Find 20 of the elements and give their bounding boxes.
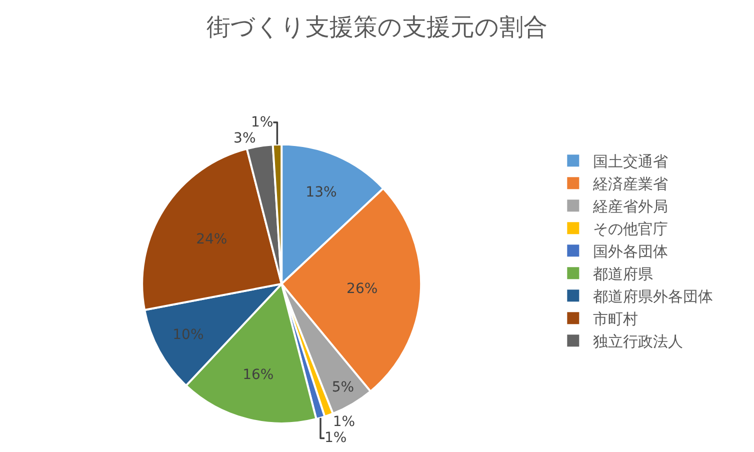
legend-label: 都道府県 <box>593 265 654 283</box>
legend-label: その他官庁 <box>593 220 668 238</box>
data-label: 10% <box>172 327 204 344</box>
legend-label: 国外各団体 <box>593 242 668 260</box>
data-label: 16% <box>242 367 274 384</box>
data-label: 13% <box>306 184 337 200</box>
data-label: 3% <box>234 130 256 146</box>
legend-label: 国土交通省 <box>593 152 668 170</box>
legend-label: 経済産業省 <box>592 175 668 193</box>
legend-label: 経産省外局 <box>592 198 668 216</box>
data-label: 1% <box>332 414 356 430</box>
data-label: 26% <box>346 280 378 297</box>
chart-title: 街づくり支援策の支援元の割合 <box>206 12 548 41</box>
data-label: 1% <box>324 430 347 446</box>
data-label: 1% <box>250 114 274 130</box>
data-label: 5% <box>332 380 354 396</box>
legend-label: 独立行政法人 <box>593 332 684 350</box>
data-label: 24% <box>196 232 228 248</box>
legend-label: 都道府県外各団体 <box>593 288 714 306</box>
legend-label: 市町村 <box>593 310 638 328</box>
